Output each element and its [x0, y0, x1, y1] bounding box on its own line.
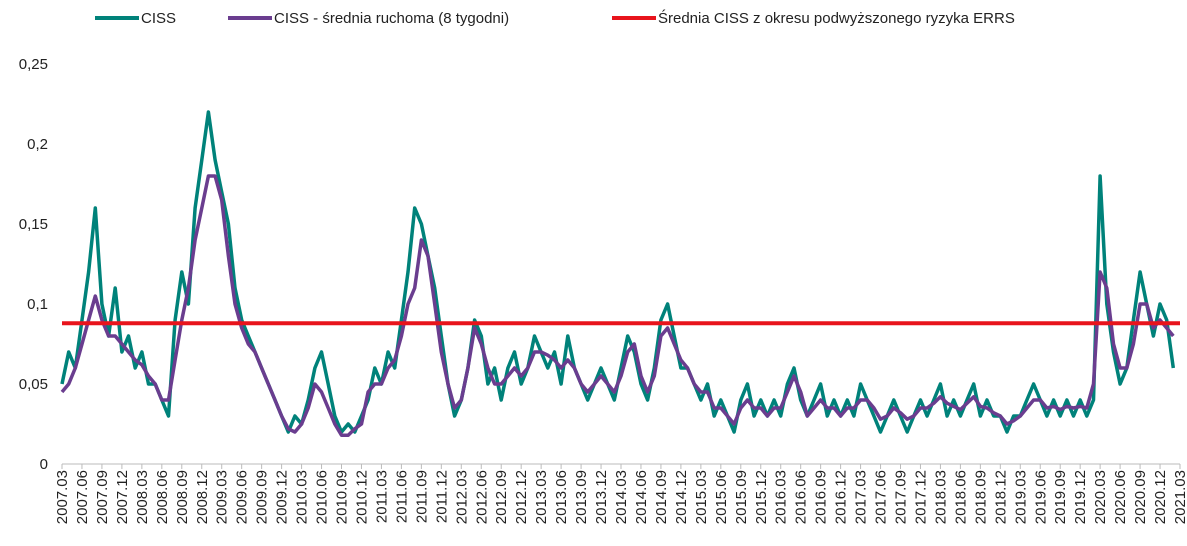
x-tick-label: 2012.06: [473, 470, 490, 524]
x-tick-label: 2020.03: [1092, 470, 1109, 524]
x-tick-label: 2018.12: [992, 470, 1009, 524]
y-tick-label: 0,2: [27, 136, 48, 153]
x-tick-label: 2017.12: [912, 470, 929, 524]
x-tick-label: 2015.03: [693, 470, 710, 524]
x-tick-label: 2016.06: [793, 470, 810, 524]
x-tick-label: 2010.12: [353, 470, 370, 524]
x-tick-label: 2014.09: [653, 470, 670, 524]
x-tick-label: 2019.12: [1072, 470, 1089, 524]
series-line: [60, 174, 1175, 437]
x-tick-label: 2009.09: [254, 470, 271, 524]
x-tick-label: 2019.09: [1052, 470, 1069, 524]
x-tick-label: 2016.03: [773, 470, 790, 524]
x-tick-label: 2021.03: [1172, 470, 1187, 524]
y-tick-label: 0,15: [19, 216, 48, 233]
x-tick-label: 2018.09: [972, 470, 989, 524]
x-tick-label: 2008.03: [134, 470, 151, 524]
legend-label: CISS - średnia ruchoma (8 tygodni): [274, 10, 509, 27]
x-tick-label: 2019.06: [1032, 470, 1049, 524]
y-tick-label: 0,1: [27, 296, 48, 313]
x-tick-label: 2012.12: [513, 470, 530, 524]
x-tick-label: 2011.12: [433, 470, 450, 523]
x-tick-label: 2013.12: [593, 470, 610, 524]
x-tick-label: 2014.06: [633, 470, 650, 524]
x-tick-label: 2010.03: [294, 470, 311, 524]
x-tick-label: 2017.06: [873, 470, 890, 524]
x-tick-label: 2007.06: [74, 470, 91, 524]
legend-label: CISS: [141, 10, 176, 27]
y-tick-label: 0: [40, 456, 48, 473]
x-tick-label: 2010.06: [314, 470, 331, 524]
x-tick-label: 2017.09: [893, 470, 910, 524]
x-tick-label: 2014.12: [673, 470, 690, 524]
x-tick-label: 2009.03: [214, 470, 231, 524]
x-tick-label: 2011.06: [393, 470, 410, 523]
x-tick-label: 2016.09: [813, 470, 830, 524]
x-tick-label: 2015.06: [713, 470, 730, 524]
x-tick-label: 2020.12: [1152, 470, 1169, 524]
x-tick-label: 2016.12: [833, 470, 850, 524]
x-tick-label: 2012.09: [493, 470, 510, 524]
x-tick-label: 2008.12: [194, 470, 211, 524]
x-tick-label: 2017.03: [853, 470, 870, 524]
x-tick-label: 2020.09: [1132, 470, 1149, 524]
x-tick-label: 2015.12: [753, 470, 770, 524]
y-tick-label: 0,05: [19, 376, 48, 393]
x-tick-label: 2010.09: [334, 470, 351, 524]
x-tick-label: 2018.06: [952, 470, 969, 524]
x-tick-label: 2020.06: [1112, 470, 1129, 524]
x-tick-label: 2007.09: [94, 470, 111, 524]
x-tick-label: 2009.06: [234, 470, 251, 524]
x-tick-label: 2013.06: [553, 470, 570, 524]
legend-label: Średnia CISS z okresu podwyższonego ryzy…: [658, 9, 1015, 27]
x-tick-label: 2007.03: [54, 470, 71, 524]
x-tick-label: 2008.09: [174, 470, 191, 524]
x-tick-label: 2019.03: [1012, 470, 1029, 524]
y-tick-label: 0,25: [19, 56, 48, 73]
x-tick-label: 2015.09: [733, 470, 750, 524]
x-tick-label: 2013.09: [573, 470, 590, 524]
x-tick-label: 2018.03: [932, 470, 949, 524]
x-tick-label: 2014.03: [613, 470, 630, 524]
x-tick-label: 2011.09: [413, 470, 430, 523]
x-tick-label: 2013.03: [533, 470, 550, 524]
x-tick-label: 2008.06: [154, 470, 171, 524]
x-tick-label: 2012.03: [453, 470, 470, 524]
x-tick-label: 2009.12: [274, 470, 291, 524]
x-tick-label: 2007.12: [114, 470, 131, 524]
x-tick-label: 2011.03: [373, 470, 390, 523]
